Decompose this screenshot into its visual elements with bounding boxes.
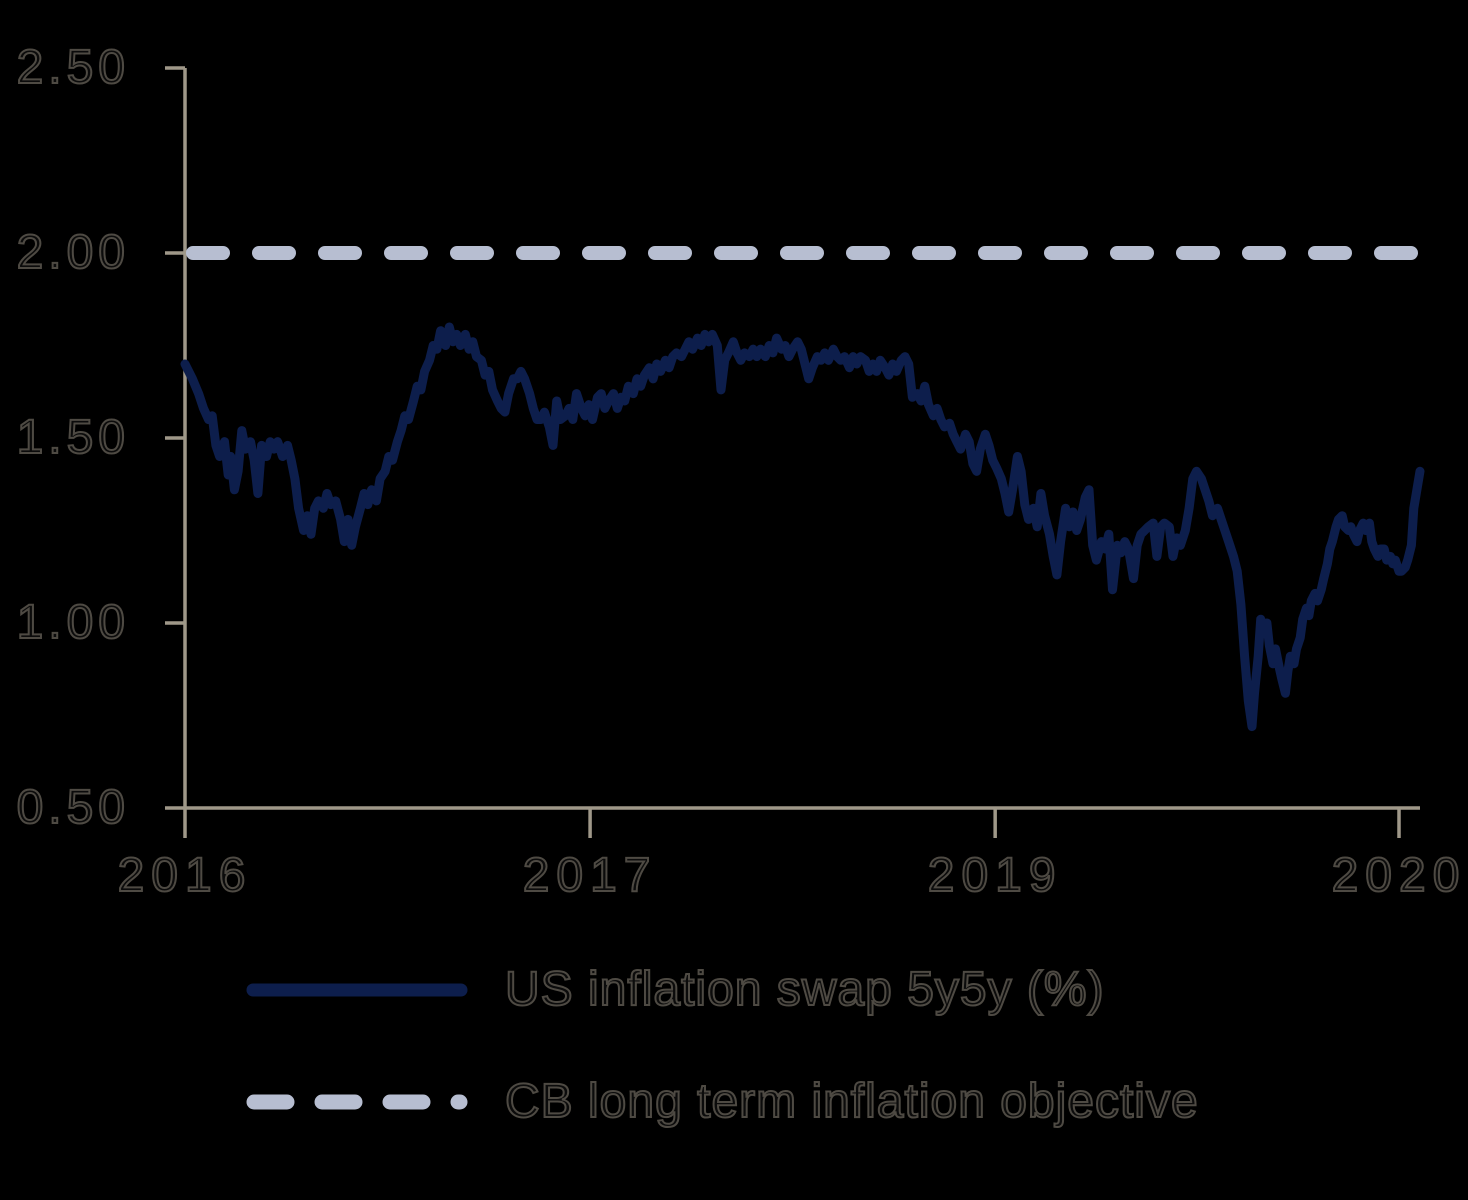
- y-tick-label: 1.00: [16, 595, 130, 650]
- y-tick-label: 0.50: [16, 780, 130, 835]
- y-tick-label: 1.50: [16, 410, 130, 465]
- legend-label-objective: CB long term inflation objective: [504, 1074, 1199, 1129]
- x-tick-label: 2017: [522, 848, 658, 903]
- y-tick-label: 2.00: [16, 225, 130, 280]
- y-tick-label: 2.50: [16, 40, 130, 95]
- axes: [165, 66, 1420, 838]
- series-line: [180, 322, 1425, 732]
- x-tick-label: 2016: [117, 848, 253, 903]
- x-tick-label: 2020: [1331, 848, 1467, 903]
- legend-item-swap: US inflation swap 5y5y (%): [245, 952, 1199, 1028]
- legend: US inflation swap 5y5y (%) CB long term …: [245, 952, 1199, 1140]
- dashed-line-swatch-icon: [246, 1094, 468, 1110]
- solid-line-swatch-icon: [246, 983, 468, 997]
- x-tick-label: 2019: [927, 848, 1063, 903]
- legend-item-objective: CB long term inflation objective: [245, 1064, 1199, 1140]
- legend-label-swap: US inflation swap 5y5y (%): [504, 962, 1105, 1017]
